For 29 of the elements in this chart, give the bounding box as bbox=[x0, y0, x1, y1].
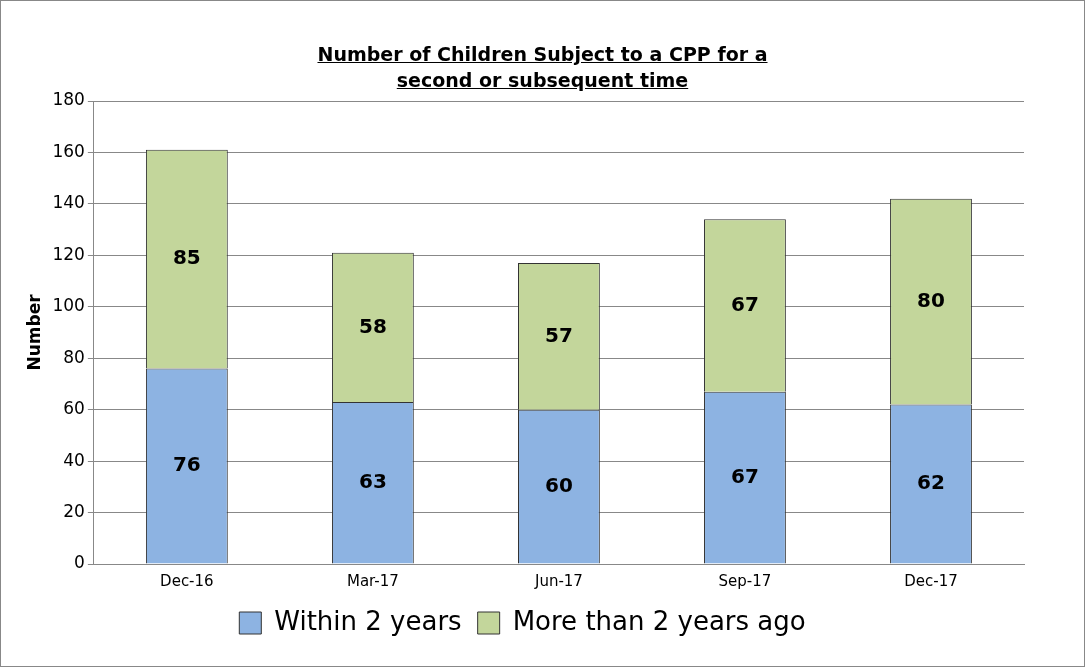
y-tick-label: 160 bbox=[52, 140, 85, 161]
y-tick-label: 100 bbox=[52, 295, 85, 316]
x-tick-label: Dec-16 bbox=[160, 571, 214, 590]
y-tick-label: 20 bbox=[63, 500, 85, 521]
x-tick-label: Jun-17 bbox=[533, 571, 583, 590]
data-label: 57 bbox=[545, 322, 573, 347]
y-tick-label: 60 bbox=[63, 398, 85, 419]
chart-title: Number of Children Subject to a CPP for a second or subsequent time bbox=[316, 42, 769, 93]
data-label: 62 bbox=[917, 470, 945, 495]
data-label: 67 bbox=[731, 291, 759, 316]
data-label: 80 bbox=[917, 287, 945, 312]
data-label: 63 bbox=[358, 468, 387, 493]
x-tick-label: Dec-17 bbox=[904, 571, 958, 590]
data-label: 67 bbox=[731, 463, 759, 488]
data-label: 85 bbox=[172, 245, 201, 270]
y-tick-label: 140 bbox=[52, 192, 85, 213]
x-tick-label: Sep-17 bbox=[718, 571, 772, 590]
legend-label: Within 2 years bbox=[274, 605, 462, 636]
x-tick-label: Mar-17 bbox=[346, 571, 399, 590]
y-tick-label: 40 bbox=[63, 449, 85, 470]
data-label: 60 bbox=[545, 472, 573, 497]
data-label: 58 bbox=[358, 313, 387, 338]
data-label: 76 bbox=[172, 452, 201, 477]
y-tick-label: 0 bbox=[74, 552, 85, 573]
y-tick-label: 120 bbox=[52, 243, 85, 264]
legend-label: More than 2 years ago bbox=[512, 605, 806, 636]
y-tick-label: 80 bbox=[63, 346, 85, 367]
y-tick-label: 180 bbox=[52, 89, 85, 110]
y-axis-title: Number bbox=[23, 293, 44, 371]
